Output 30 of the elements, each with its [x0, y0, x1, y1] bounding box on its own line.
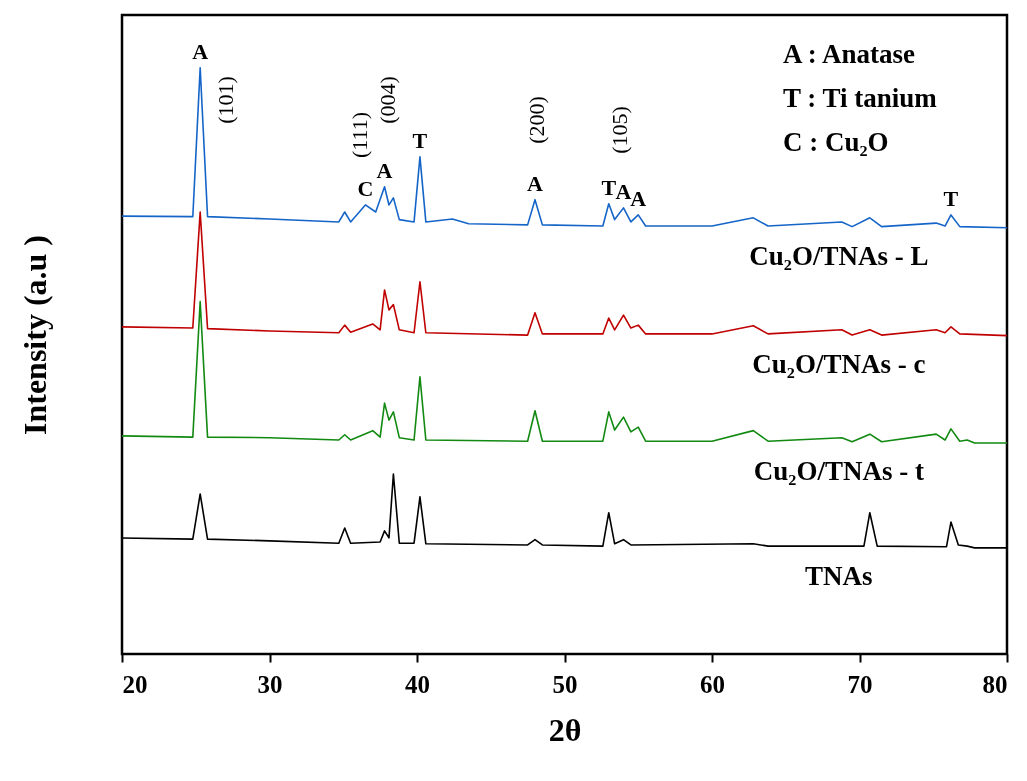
annotation: A [192, 38, 209, 64]
annotation: (101) [213, 76, 238, 124]
x-tick-label: 80 [982, 670, 1008, 698]
annotation: A : Anatase [783, 39, 916, 69]
annotation: C [357, 175, 374, 201]
x-tick-label: 40 [405, 670, 430, 698]
series-label: Cu₂O/TNAs - c [752, 348, 926, 379]
series-label: TNAs [805, 560, 873, 591]
x-tick-label: 20 [122, 670, 148, 698]
annotation: A [615, 178, 632, 204]
annotation: (105) [607, 106, 632, 154]
x-tick-label: 50 [552, 670, 578, 698]
series-label: Cu₂O/TNAs - L [749, 240, 929, 271]
annotation: C : Cu₂O [783, 127, 889, 157]
annotation: T [943, 185, 959, 211]
series-label: Cu₂O/TNAs - t [753, 455, 924, 486]
annotation: T [412, 127, 428, 153]
annotation: (004) [375, 76, 400, 124]
annotation: A [376, 157, 393, 183]
annotation: T [601, 174, 617, 200]
y-axis-title: Intensity (a.u ) [16, 234, 53, 436]
x-axis-title: 2θ [548, 711, 582, 748]
x-tick-label: 30 [257, 670, 283, 698]
annotation: T : Ti tanium [783, 83, 938, 113]
annotation: (200) [524, 96, 549, 144]
x-tick-label: 60 [700, 670, 725, 698]
annotation: (111) [347, 111, 372, 159]
x-tick-label: 70 [847, 670, 873, 698]
annotation: A [630, 185, 647, 211]
annotation: A [527, 170, 544, 196]
